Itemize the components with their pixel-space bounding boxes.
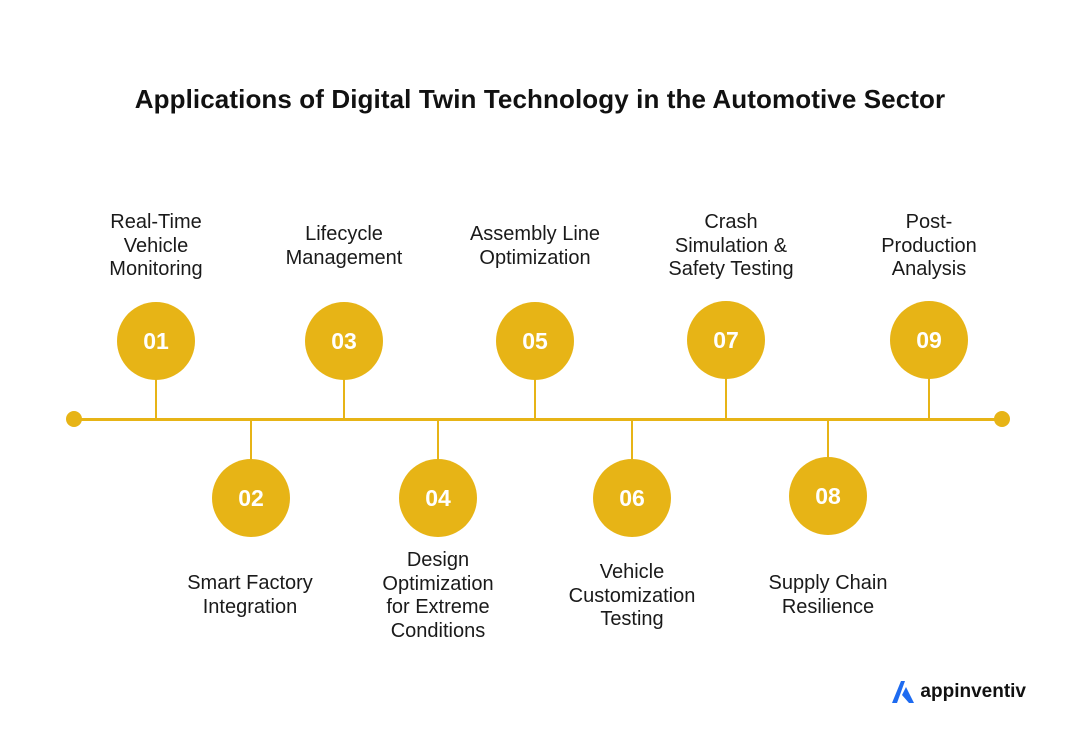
page-title: Applications of Digital Twin Technology … xyxy=(134,84,946,114)
step-05-circle: 05 xyxy=(496,302,574,380)
step-07-label: Crash Simulation & Safety Testing xyxy=(668,211,794,280)
step-07-number: 07 xyxy=(713,326,739,353)
step-07-circle: 07 xyxy=(687,301,765,379)
step-06-circle: 06 xyxy=(593,459,671,537)
step-01-number: 01 xyxy=(143,327,169,354)
step-06-number: 06 xyxy=(619,484,645,511)
timeline-end-dot xyxy=(994,411,1010,427)
step-03-connector xyxy=(343,378,345,419)
step-06-label: Vehicle Customization Testing xyxy=(568,561,696,630)
step-01-connector xyxy=(155,378,157,419)
step-02-connector xyxy=(250,420,252,460)
step-02-circle: 02 xyxy=(212,459,290,537)
step-09-number: 09 xyxy=(916,326,942,353)
step-08-connector xyxy=(827,420,829,460)
timeline-start-dot xyxy=(66,411,82,427)
step-05-label: Assembly Line Optimization xyxy=(469,223,601,269)
timeline-line xyxy=(74,418,1002,421)
step-03-circle: 03 xyxy=(305,302,383,380)
step-01-circle: 01 xyxy=(117,302,195,380)
step-09-connector xyxy=(928,378,930,419)
step-03-label: Lifecycle Management xyxy=(285,223,403,269)
step-05-number: 05 xyxy=(522,327,548,354)
step-09-circle: 09 xyxy=(890,301,968,379)
step-01-label: Real-Time Vehicle Monitoring xyxy=(109,211,203,280)
step-04-label: Design Optimization for Extreme Conditio… xyxy=(382,549,494,642)
step-06-connector xyxy=(631,420,633,460)
brand-name: appinventiv xyxy=(920,681,1026,702)
step-02-number: 02 xyxy=(238,484,264,511)
step-03-number: 03 xyxy=(331,327,357,354)
step-04-number: 04 xyxy=(425,484,451,511)
step-04-circle: 04 xyxy=(399,459,477,537)
step-02-label: Smart Factory Integration xyxy=(187,572,313,618)
appinventiv-logo-icon xyxy=(889,678,917,706)
step-08-label: Supply Chain Resilience xyxy=(768,572,888,618)
brand-logo: appinventiv xyxy=(889,678,1026,706)
step-09-label: Post- Production Analysis xyxy=(881,211,977,280)
step-07-connector xyxy=(725,378,727,419)
step-04-connector xyxy=(437,420,439,460)
step-08-number: 08 xyxy=(815,482,841,509)
step-08-circle: 08 xyxy=(789,457,867,535)
step-05-connector xyxy=(534,378,536,419)
